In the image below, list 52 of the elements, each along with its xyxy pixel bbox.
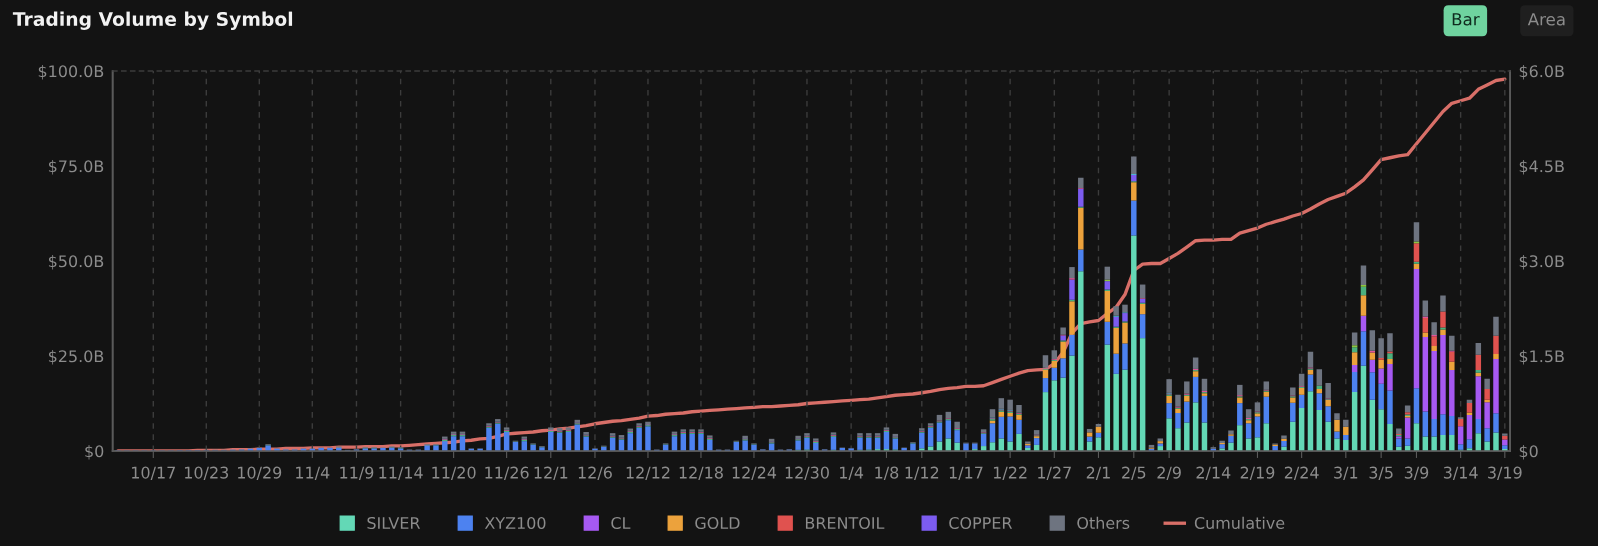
x-tick-label: 3/19 (1488, 466, 1522, 480)
x-tick-label: 1/27 (1038, 466, 1071, 480)
y2-tick-label: $1.5B (1519, 349, 1564, 365)
x-tick-label: 11/4 (296, 466, 330, 480)
legend-label: SILVER (367, 516, 421, 530)
y2-tick-label: $3.0B (1519, 254, 1564, 270)
x-tick-label: 11/14 (379, 466, 423, 480)
legend-label: CL (611, 516, 631, 530)
legend-label: Others (1077, 516, 1130, 530)
y-tick-label: $50.0B (48, 254, 104, 270)
y-tick-label: $25.0B (48, 349, 104, 365)
text: Bar (1452, 13, 1480, 26)
y-tick-label: $0 (85, 444, 104, 460)
x-tick-label: 3/9 (1404, 466, 1429, 480)
x-tick-label: 2/9 (1157, 466, 1181, 480)
x-tick-label: 2/24 (1284, 466, 1319, 480)
legend-label: GOLD (695, 516, 740, 530)
x-tick-label: 12/6 (578, 466, 612, 480)
legend-label: COPPER (949, 516, 1013, 530)
x-tick-label: 3/1 (1334, 466, 1358, 480)
x-tick-label: 2/14 (1196, 466, 1231, 480)
x-tick-label: 10/23 (185, 466, 229, 480)
x-tick-label: 1/22 (993, 466, 1027, 480)
x-tick-label: 2/1 (1086, 466, 1110, 480)
legend-label: BRENTOIL (805, 516, 885, 530)
x-tick-label: 2/19 (1240, 466, 1275, 480)
x-tick-label: 10/29 (238, 466, 282, 480)
y2-tick-label: $4.5B (1519, 159, 1564, 175)
x-tick-label: 11/9 (340, 466, 374, 480)
x-tick-label: 1/17 (949, 466, 983, 480)
x-tick-label: 12/18 (679, 466, 723, 480)
text: Area (1527, 13, 1565, 26)
x-tick-label: 3/14 (1443, 466, 1478, 480)
x-tick-label: 1/8 (875, 466, 899, 480)
y2-tick-label: $0 (1519, 444, 1538, 460)
x-tick-label: 11/20 (432, 466, 476, 480)
x-tick-label: 3/5 (1369, 466, 1393, 480)
legend-label: XYZ100 (484, 516, 546, 530)
y-tick-label: $75.0B (48, 159, 104, 175)
x-tick-label: 12/12 (626, 466, 670, 480)
x-tick-label: 12/1 (534, 466, 568, 480)
legend-label: Cumulative (1194, 516, 1285, 530)
x-tick-label: 11/26 (485, 466, 529, 480)
x-tick-label: 12/30 (785, 466, 829, 480)
chart-title: Trading Volume by Symbol (12, 11, 293, 30)
y-tick-label: $100.0B (38, 64, 104, 80)
y2-tick-label: $6.0B (1519, 64, 1564, 80)
x-tick-label: 1/4 (840, 466, 864, 480)
x-tick-label: 10/17 (132, 466, 175, 480)
x-tick-label: 1/12 (905, 466, 939, 480)
x-tick-label: 2/5 (1122, 466, 1146, 480)
x-tick-label: 12/24 (732, 466, 777, 480)
